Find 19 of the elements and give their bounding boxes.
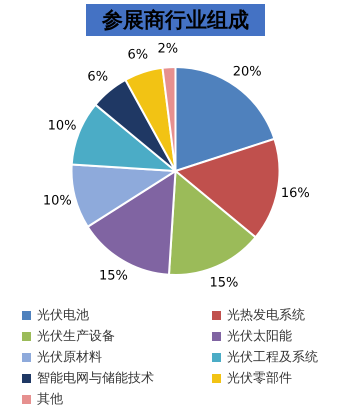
data-label: 10% xyxy=(42,194,72,209)
chart-title: 参展商行业组成 xyxy=(86,4,265,36)
legend-label: 光伏原材料 xyxy=(37,349,102,366)
data-label: 15% xyxy=(98,268,128,284)
legend-label: 光伏零部件 xyxy=(227,370,292,387)
legend-label: 光伏电池 xyxy=(37,307,89,324)
legend-label: 光热发电系统 xyxy=(227,307,305,324)
legend-label: 光伏太阳能 xyxy=(227,328,292,345)
data-label: 6% xyxy=(87,69,108,84)
data-label: 6% xyxy=(127,47,148,62)
data-label: 10% xyxy=(48,118,77,134)
data-label: 20% xyxy=(232,64,262,80)
legend-label: 光伏工程及系统 xyxy=(227,349,318,366)
data-label: 15% xyxy=(210,275,238,290)
legend-label: 其他 xyxy=(37,391,63,408)
data-label: 16% xyxy=(280,186,310,202)
legend-label: 智能电网与储能技术 xyxy=(37,370,154,387)
legend-label: 光伏生产设备 xyxy=(37,328,115,345)
data-label: 2% xyxy=(158,42,178,57)
